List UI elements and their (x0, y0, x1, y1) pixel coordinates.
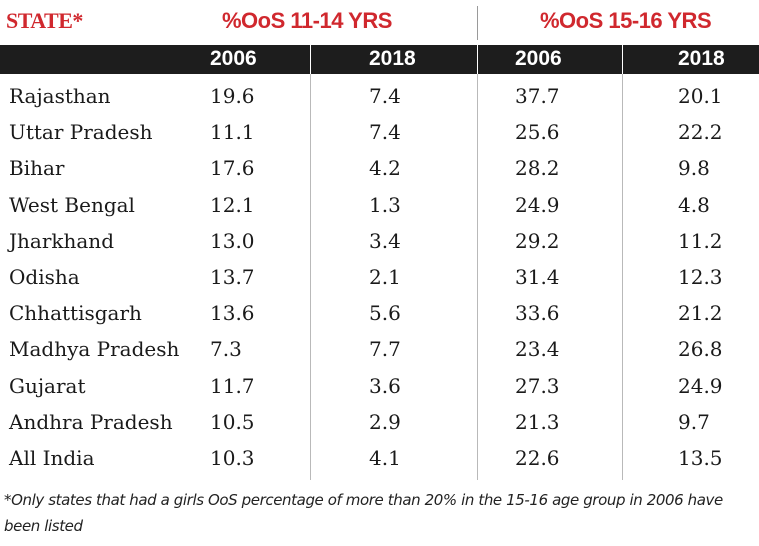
value-cell: 29.2 (515, 228, 560, 253)
state-cell: Gujarat (9, 373, 86, 398)
value-cell: 11.7 (210, 373, 255, 398)
value-cell: 13.0 (210, 228, 255, 253)
header-divider (477, 6, 478, 40)
value-cell: 13.5 (678, 445, 723, 470)
year-header-2018-a: 2018 (369, 47, 416, 70)
state-cell: All India (9, 445, 95, 470)
value-cell: 27.3 (515, 373, 560, 398)
value-cell: 17.6 (210, 156, 255, 181)
value-cell: 26.8 (678, 337, 723, 362)
value-cell: 13.6 (210, 301, 255, 326)
column-divider (310, 74, 311, 480)
year-separator (477, 45, 478, 74)
oos-15-16-header: %OoS 15-16 YRS (540, 8, 712, 33)
value-cell: 9.8 (678, 156, 710, 181)
table-row: West Bengal 12.1 1.3 24.9 4.8 (0, 188, 759, 224)
value-cell: 21.2 (678, 301, 723, 326)
value-cell: 10.5 (210, 409, 255, 434)
table-row: Chhattisgarh 13.6 5.6 33.6 21.2 (0, 296, 759, 332)
table-row: Gujarat 11.7 3.6 27.3 24.9 (0, 369, 759, 405)
value-cell: 4.1 (369, 445, 401, 470)
value-cell: 4.2 (369, 156, 401, 181)
value-cell: 31.4 (515, 264, 560, 289)
value-cell: 25.6 (515, 120, 560, 145)
year-header-2006-a: 2006 (210, 47, 257, 70)
table-row: Jharkhand 13.0 3.4 29.2 11.2 (0, 224, 759, 260)
state-cell: Madhya Pradesh (9, 337, 180, 362)
value-cell: 3.6 (369, 373, 401, 398)
table-row: Bihar 17.6 4.2 28.2 9.8 (0, 151, 759, 187)
state-cell: Bihar (9, 156, 65, 181)
value-cell: 24.9 (515, 192, 560, 217)
column-divider (622, 74, 623, 480)
state-column-header: STATE* (6, 8, 83, 33)
value-cell: 12.1 (210, 192, 255, 217)
oos-11-14-header: %OoS 11-14 YRS (222, 8, 392, 33)
value-cell: 2.9 (369, 409, 401, 434)
value-cell: 7.4 (369, 84, 401, 108)
value-cell: 23.4 (515, 337, 560, 362)
year-separator (622, 45, 623, 74)
value-cell: 11.2 (678, 228, 723, 253)
value-cell: 2.1 (369, 264, 401, 289)
table-header: STATE* %OoS 11-14 YRS %OoS 15-16 YRS (0, 0, 759, 45)
value-cell: 1.3 (369, 192, 401, 217)
table-row: Uttar Pradesh 11.1 7.4 25.6 22.2 (0, 115, 759, 151)
column-divider (477, 74, 478, 480)
year-header-2018-b: 2018 (678, 47, 725, 70)
value-cell: 5.6 (369, 301, 401, 326)
state-cell: Odisha (9, 264, 80, 289)
value-cell: 37.7 (515, 84, 560, 108)
table-row: All India 10.3 4.1 22.6 13.5 (0, 441, 759, 477)
value-cell: 21.3 (515, 409, 560, 434)
year-header-bar: 2006 2018 2006 2018 (0, 45, 759, 74)
table-row: Odisha 13.7 2.1 31.4 12.3 (0, 260, 759, 296)
state-cell: Uttar Pradesh (9, 120, 153, 145)
year-header-2006-b: 2006 (515, 47, 562, 70)
value-cell: 7.4 (369, 120, 401, 145)
table-row: Madhya Pradesh 7.3 7.7 23.4 26.8 (0, 332, 759, 368)
table-row: Rajasthan 19.6 7.4 37.7 20.1 (0, 79, 759, 115)
state-cell: West Bengal (9, 192, 135, 217)
value-cell: 19.6 (210, 84, 255, 108)
footnote: *Only states that had a girls OoS percen… (4, 491, 723, 535)
state-cell: Rajasthan (9, 84, 111, 108)
value-cell: 9.7 (678, 409, 710, 434)
table-row: Andhra Pradesh 10.5 2.9 21.3 9.7 (0, 405, 759, 441)
value-cell: 12.3 (678, 264, 723, 289)
value-cell: 22.6 (515, 445, 560, 470)
value-cell: 7.7 (369, 337, 401, 362)
state-cell: Andhra Pradesh (9, 409, 173, 434)
state-cell: Chhattisgarh (9, 301, 142, 326)
value-cell: 33.6 (515, 301, 560, 326)
year-separator (310, 45, 311, 74)
value-cell: 3.4 (369, 228, 401, 253)
state-cell: Jharkhand (9, 228, 114, 253)
value-cell: 22.2 (678, 120, 723, 145)
value-cell: 7.3 (210, 337, 242, 362)
value-cell: 10.3 (210, 445, 255, 470)
table-body: Rajasthan 19.6 7.4 37.7 20.1 Uttar Prade… (0, 79, 759, 477)
value-cell: 11.1 (210, 120, 255, 145)
value-cell: 13.7 (210, 264, 255, 289)
value-cell: 20.1 (678, 84, 723, 108)
value-cell: 24.9 (678, 373, 723, 398)
value-cell: 28.2 (515, 156, 560, 181)
value-cell: 4.8 (678, 192, 710, 217)
